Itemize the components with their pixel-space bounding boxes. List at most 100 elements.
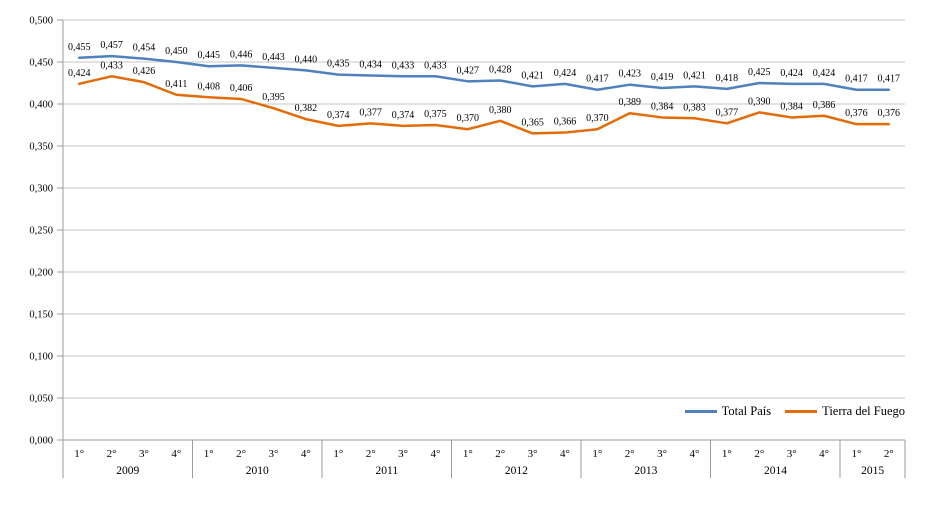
data-label-total-pa-s: 0,443 xyxy=(262,52,285,63)
data-label-total-pa-s: 0,418 xyxy=(716,73,739,84)
x-axis-quarter-label: 1° xyxy=(851,448,861,460)
x-axis-year-label: 2012 xyxy=(505,465,528,477)
data-label-total-pa-s: 0,454 xyxy=(133,43,156,54)
x-axis-quarter-label: 3° xyxy=(139,448,149,460)
legend-line-sample-tierra-del-fuego xyxy=(785,410,818,413)
data-label-total-pa-s: 0,457 xyxy=(100,40,123,51)
data-label-tierra-del-fuego: 0,426 xyxy=(133,66,156,77)
x-axis-year-label: 2011 xyxy=(376,465,399,477)
x-axis-quarter-label: 4° xyxy=(690,448,700,460)
data-label-tierra-del-fuego: 0,377 xyxy=(716,107,739,118)
data-label-total-pa-s: 0,424 xyxy=(780,68,803,79)
y-axis-label: 0,450 xyxy=(29,58,53,69)
data-label-total-pa-s: 0,424 xyxy=(554,68,577,79)
legend-line-sample-total-pais xyxy=(684,410,717,413)
data-label-total-pa-s: 0,423 xyxy=(618,69,641,80)
y-axis-label: 0,350 xyxy=(29,142,53,153)
legend: Total País Tierra del Fuego xyxy=(684,404,905,419)
data-label-total-pa-s: 0,417 xyxy=(878,74,901,85)
legend-item-tierra-del-fuego[interactable]: Tierra del Fuego xyxy=(785,404,905,419)
data-label-tierra-del-fuego: 0,374 xyxy=(392,110,415,121)
data-label-tierra-del-fuego: 0,433 xyxy=(100,60,123,71)
x-axis-quarter-label: 1° xyxy=(592,448,602,460)
data-label-tierra-del-fuego: 0,390 xyxy=(748,96,771,107)
x-axis-year-label: 2013 xyxy=(634,465,657,477)
x-axis-quarter-label: 1° xyxy=(722,448,732,460)
legend-label-tierra-del-fuego: Tierra del Fuego xyxy=(822,404,905,418)
data-label-total-pa-s: 0,424 xyxy=(813,68,836,79)
x-axis-quarter-label: 2° xyxy=(236,448,246,460)
legend-item-total-pais[interactable]: Total País xyxy=(684,404,772,419)
x-axis-year-label: 2010 xyxy=(246,465,269,477)
data-label-tierra-del-fuego: 0,377 xyxy=(359,107,382,118)
x-axis-year-label: 2014 xyxy=(764,465,787,477)
data-label-total-pa-s: 0,425 xyxy=(748,67,771,78)
data-label-total-pa-s: 0,427 xyxy=(457,65,480,76)
y-axis-label: 0,000 xyxy=(29,436,53,447)
y-axis-label: 0,300 xyxy=(29,184,53,195)
x-axis-quarter-label: 3° xyxy=(528,448,538,460)
data-label-tierra-del-fuego: 0,384 xyxy=(651,101,674,112)
data-label-tierra-del-fuego: 0,384 xyxy=(780,101,803,112)
data-label-tierra-del-fuego: 0,424 xyxy=(68,68,91,79)
data-label-total-pa-s: 0,417 xyxy=(586,74,609,85)
y-axis-label: 0,400 xyxy=(29,100,53,111)
x-axis-quarter-label: 2° xyxy=(625,448,635,460)
y-axis-label: 0,100 xyxy=(29,352,53,363)
legend-label-total-pais: Total País xyxy=(721,404,772,418)
x-axis-quarter-label: 1° xyxy=(204,448,214,460)
data-label-total-pa-s: 0,433 xyxy=(424,60,447,71)
data-label-tierra-del-fuego: 0,389 xyxy=(618,97,641,108)
data-label-total-pa-s: 0,435 xyxy=(327,59,350,70)
y-axis-label: 0,050 xyxy=(29,394,53,405)
data-label-tierra-del-fuego: 0,383 xyxy=(683,102,706,113)
data-label-tierra-del-fuego: 0,376 xyxy=(845,108,868,119)
data-label-total-pa-s: 0,421 xyxy=(683,70,706,81)
x-axis-quarter-label: 1° xyxy=(74,448,84,460)
series-line-total-pa-s xyxy=(77,54,891,91)
x-axis-quarter-label: 3° xyxy=(787,448,797,460)
data-label-tierra-del-fuego: 0,370 xyxy=(586,113,609,124)
data-label-total-pa-s: 0,428 xyxy=(489,64,512,75)
y-axis-label: 0,250 xyxy=(29,226,53,237)
data-label-total-pa-s: 0,446 xyxy=(230,49,253,60)
data-label-total-pa-s: 0,434 xyxy=(359,59,382,70)
y-axis-label: 0,200 xyxy=(29,268,53,279)
x-axis-quarter-label: 1° xyxy=(333,448,343,460)
x-axis-year-label: 2015 xyxy=(861,465,884,477)
data-label-tierra-del-fuego: 0,411 xyxy=(165,79,187,90)
y-axis-label: 0,150 xyxy=(29,310,53,321)
x-axis-quarter-label: 3° xyxy=(398,448,408,460)
x-axis-quarter-label: 2° xyxy=(754,448,764,460)
x-axis-quarter-label: 4° xyxy=(560,448,570,460)
x-axis-quarter-label: 4° xyxy=(819,448,829,460)
data-label-total-pa-s: 0,433 xyxy=(392,60,415,71)
x-axis-quarter-label: 2° xyxy=(107,448,117,460)
data-label-tierra-del-fuego: 0,406 xyxy=(230,83,253,94)
x-axis-quarter-label: 3° xyxy=(269,448,279,460)
data-label-tierra-del-fuego: 0,382 xyxy=(295,103,318,114)
x-axis-quarter-label: 2° xyxy=(495,448,505,460)
data-label-total-pa-s: 0,421 xyxy=(521,70,544,81)
data-label-total-pa-s: 0,440 xyxy=(295,54,318,65)
data-label-tierra-del-fuego: 0,376 xyxy=(878,108,901,119)
x-axis-quarter-label: 1° xyxy=(463,448,473,460)
data-label-tierra-del-fuego: 0,375 xyxy=(424,109,447,120)
data-label-tierra-del-fuego: 0,370 xyxy=(457,113,480,124)
series-line-tierra-del-fuego xyxy=(77,75,891,135)
data-label-total-pa-s: 0,419 xyxy=(651,72,674,83)
x-axis-quarter-label: 3° xyxy=(657,448,667,460)
data-label-total-pa-s: 0,417 xyxy=(845,74,868,85)
x-axis-quarter-label: 4° xyxy=(301,448,311,460)
x-axis-quarter-label: 4° xyxy=(430,448,440,460)
data-label-tierra-del-fuego: 0,365 xyxy=(521,117,544,128)
data-label-tierra-del-fuego: 0,395 xyxy=(262,92,285,103)
x-axis-quarter-label: 2° xyxy=(366,448,376,460)
x-axis-quarter-label: 4° xyxy=(171,448,181,460)
data-label-tierra-del-fuego: 0,380 xyxy=(489,105,512,116)
data-label-tierra-del-fuego: 0,386 xyxy=(813,100,836,111)
data-label-total-pa-s: 0,455 xyxy=(68,42,91,53)
x-axis-year-label: 2009 xyxy=(116,465,139,477)
